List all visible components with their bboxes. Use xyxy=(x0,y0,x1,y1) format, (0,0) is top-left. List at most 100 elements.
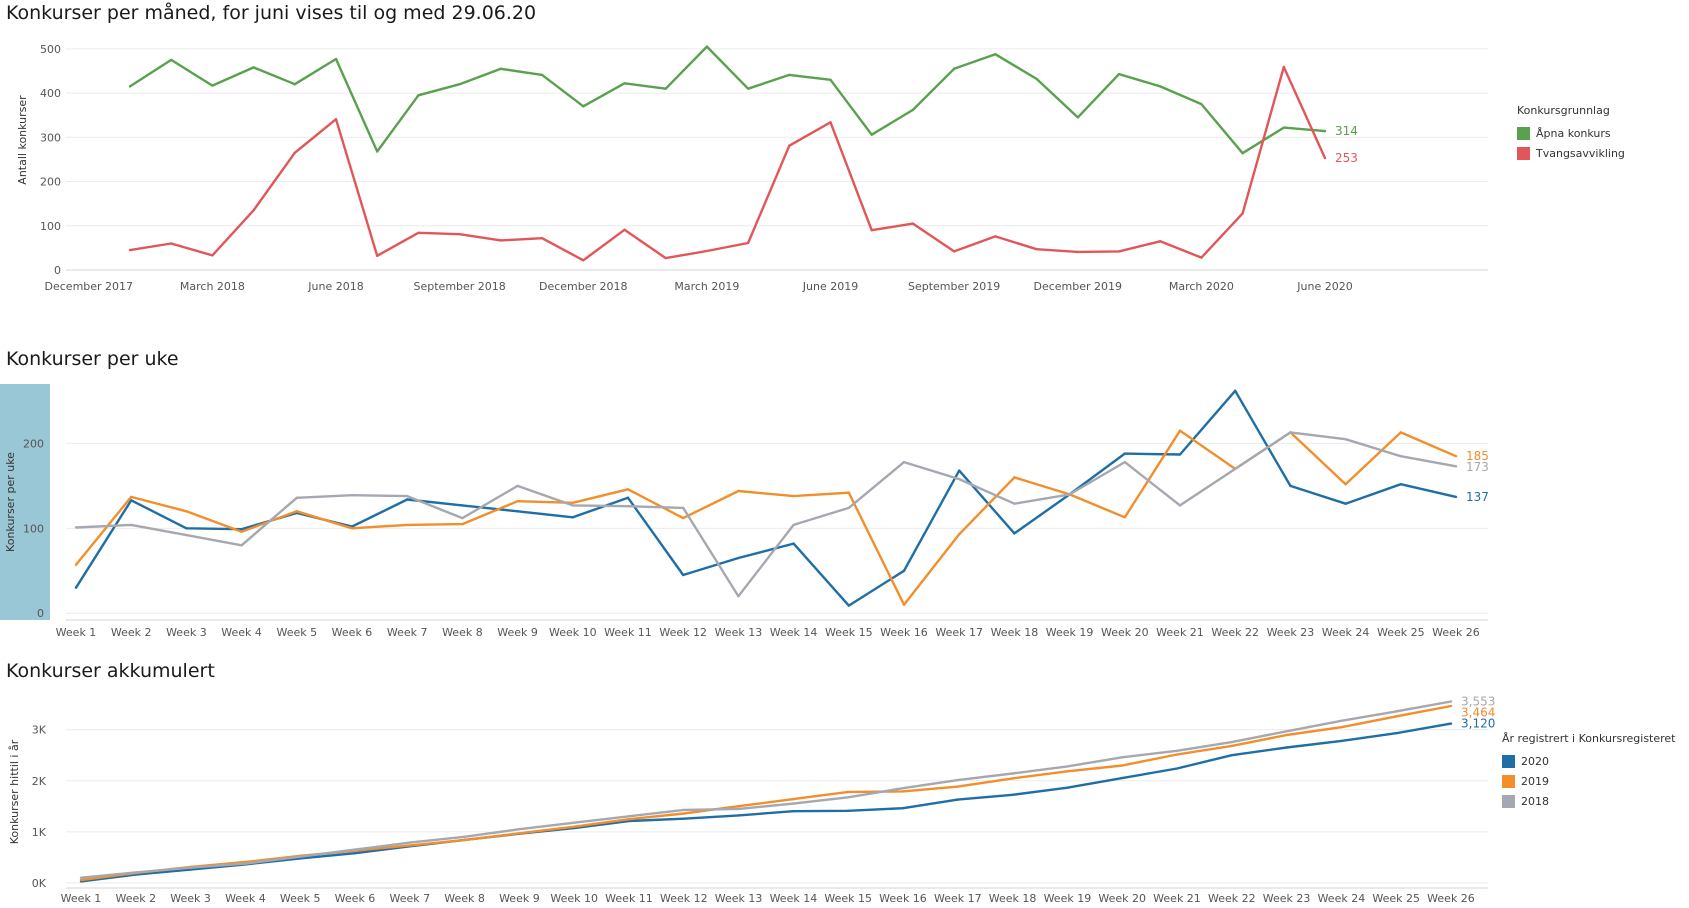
legend-konkursgrunnlag: Konkursgrunnlag Åpna konkurs Tvangsavvik… xyxy=(1517,104,1625,163)
x-tick-label: Week 2 xyxy=(111,626,152,639)
data-point xyxy=(1340,726,1343,729)
data-point xyxy=(1399,482,1403,486)
legend-item-2018[interactable]: 2018 xyxy=(1502,791,1676,811)
y-tick-label: 400 xyxy=(40,87,61,100)
data-point xyxy=(737,489,740,493)
data-point xyxy=(1399,431,1403,434)
data-point xyxy=(293,83,297,86)
data-point xyxy=(1449,722,1453,725)
data-point xyxy=(130,499,133,502)
end-value-label: 3,464 xyxy=(1461,706,1495,720)
data-point xyxy=(1175,767,1179,770)
data-point xyxy=(211,254,214,257)
data-point xyxy=(130,523,133,527)
data-point xyxy=(1282,65,1285,69)
series-line-åpna-konkurs xyxy=(129,45,1326,155)
y-tick-label: 2K xyxy=(32,775,47,788)
data-point xyxy=(737,556,740,560)
data-point xyxy=(1013,502,1016,505)
data-point xyxy=(1076,116,1079,119)
data-point xyxy=(788,73,791,77)
data-point xyxy=(682,506,685,510)
data-point xyxy=(956,785,959,788)
data-point xyxy=(295,510,298,513)
legend-swatch xyxy=(1517,126,1530,140)
data-point xyxy=(737,595,740,598)
data-point xyxy=(252,209,255,212)
legend-swatch xyxy=(1502,794,1515,808)
x-tick-label: December 2018 xyxy=(539,280,628,293)
data-point xyxy=(1013,476,1016,479)
x-tick-label: December 2017 xyxy=(45,280,134,293)
data-point xyxy=(240,530,243,533)
x-tick-label: Week 7 xyxy=(387,626,428,639)
data-point xyxy=(1234,467,1237,471)
x-tick-label: Week 22 xyxy=(1208,892,1256,905)
data-point xyxy=(792,810,795,813)
legend-item-2019[interactable]: 2019 xyxy=(1502,771,1676,791)
data-point xyxy=(902,603,906,606)
data-point xyxy=(463,835,466,839)
data-point xyxy=(829,121,832,124)
x-tick-label: Week 6 xyxy=(335,892,376,905)
data-point xyxy=(952,67,956,70)
data-point xyxy=(1200,256,1203,259)
y-tick-label: 200 xyxy=(23,437,44,450)
data-point xyxy=(74,563,78,567)
data-point xyxy=(458,232,461,236)
data-point xyxy=(408,841,411,844)
data-point xyxy=(295,496,298,499)
x-tick-label: Week 3 xyxy=(170,892,211,905)
x-tick-label: Week 8 xyxy=(442,626,483,639)
x-tick-label: Week 12 xyxy=(659,626,707,639)
x-tick-label: Week 15 xyxy=(824,892,872,905)
x-tick-label: Week 13 xyxy=(715,626,763,639)
x-tick-label: Week 5 xyxy=(276,626,317,639)
x-tick-label: Week 15 xyxy=(825,626,873,639)
data-point xyxy=(516,499,519,503)
x-tick-label: Week 16 xyxy=(880,626,928,639)
data-point xyxy=(994,52,997,56)
data-point xyxy=(1178,453,1182,456)
end-value-label: 3,553 xyxy=(1461,695,1495,709)
data-point xyxy=(461,504,464,507)
data-point xyxy=(461,516,464,520)
data-point xyxy=(1013,532,1016,535)
y-tick-label: 0K xyxy=(32,877,47,890)
x-tick-label: Week 26 xyxy=(1427,892,1475,905)
data-point xyxy=(705,249,709,253)
legend-item-2020[interactable]: 2020 xyxy=(1502,751,1676,771)
y-tick-label: 200 xyxy=(40,176,61,189)
data-point xyxy=(74,526,78,529)
y-axis-label: Konkurser hittil i år xyxy=(8,739,21,844)
data-point xyxy=(1175,749,1179,753)
end-value-label: 173 xyxy=(1466,460,1489,474)
data-point xyxy=(1340,739,1343,743)
data-point xyxy=(627,815,631,818)
data-point xyxy=(664,87,667,90)
x-tick-label: Week 1 xyxy=(61,892,102,905)
data-point xyxy=(540,236,544,240)
x-tick-label: Week 3 xyxy=(166,626,207,639)
data-point xyxy=(1178,429,1182,432)
x-tick-label: Week 10 xyxy=(550,892,598,905)
data-point xyxy=(1234,389,1237,392)
x-tick-label: Week 21 xyxy=(1153,892,1201,905)
data-point xyxy=(1230,740,1234,744)
data-point xyxy=(623,228,626,231)
data-point xyxy=(682,817,685,820)
data-point xyxy=(189,866,192,869)
x-tick-label: Week 25 xyxy=(1372,892,1420,905)
x-tick-label: Week 24 xyxy=(1322,626,1370,639)
x-tick-label: Week 7 xyxy=(389,892,430,905)
data-point xyxy=(1035,248,1038,251)
data-point xyxy=(1117,72,1121,76)
data-point xyxy=(870,228,873,232)
y-tick-label: 100 xyxy=(40,220,61,233)
data-point xyxy=(1395,715,1398,718)
legend-item-apna-konkurs[interactable]: Åpna konkurs xyxy=(1517,123,1625,143)
legend-item-tvangsavvikling[interactable]: Tvangsavvikling xyxy=(1517,143,1625,163)
x-tick-label: Week 19 xyxy=(1044,892,1092,905)
data-point xyxy=(792,542,795,545)
